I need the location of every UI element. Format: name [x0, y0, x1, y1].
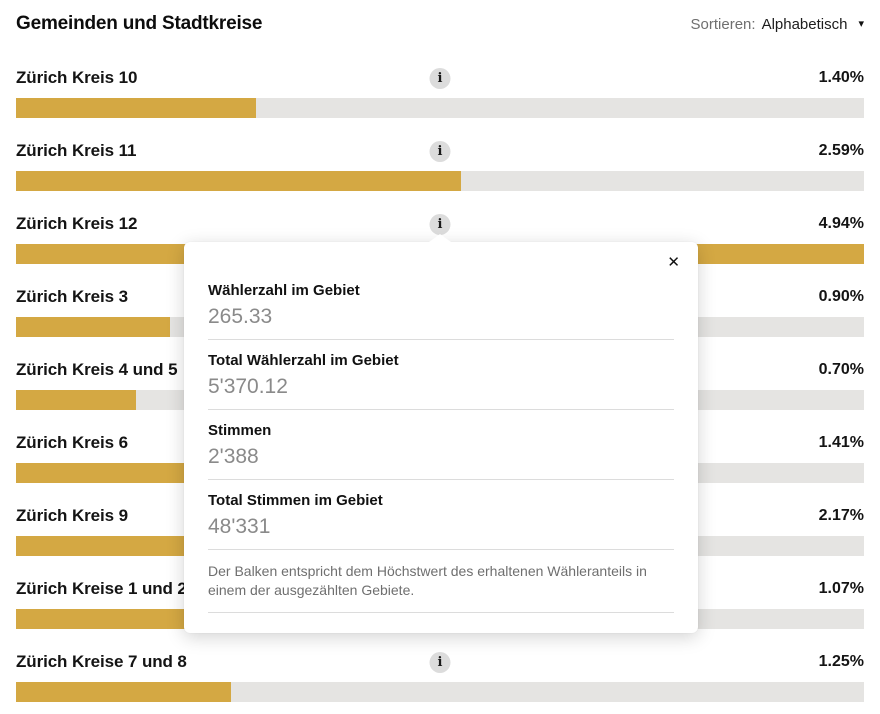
field-label: Total Stimmen im Gebiet [208, 491, 383, 509]
bar-track [16, 98, 864, 118]
row-label: Zürich Kreis 12 [16, 214, 138, 233]
field-label: Wählerzahl im Gebiet [208, 282, 360, 299]
info-icon: i [437, 70, 443, 86]
row-value: 0.70% [818, 361, 864, 378]
field-label: Stimmen [208, 421, 272, 439]
bar-row: Zürich Kreis 11 i 2.59% [16, 137, 864, 191]
row-value: 2.59% [818, 142, 864, 159]
info-icon: i [437, 654, 443, 670]
close-icon[interactable]: ✕ [667, 254, 680, 271]
sort-value: Alphabetisch [761, 15, 848, 33]
popup-field: Total Stimmen im Gebiet 48'331 [208, 480, 674, 550]
bar-fill [16, 317, 171, 337]
row-value: 0.90% [818, 288, 864, 305]
bar-track [16, 171, 864, 191]
row-label: Zürich Kreis 10 [16, 68, 138, 87]
bar-row: Zürich Kreise 7 und 8 i 1.25% [16, 648, 864, 702]
row-value: 4.94% [818, 215, 864, 232]
popup-field: Stimmen 2'388 [208, 410, 674, 480]
bar-fill [16, 682, 231, 702]
row-label: Zürich Kreis 6 [16, 433, 128, 452]
row-label: Zürich Kreis 9 [16, 506, 128, 525]
field-value: 265.33 [208, 304, 273, 328]
bar-fill [16, 171, 461, 191]
field-value: 5'370.12 [208, 374, 288, 398]
info-popup: ✕ Wählerzahl im Gebiet 265.33 Total Wähl… [184, 234, 698, 633]
row-label: Zürich Kreise 1 und 2 [16, 579, 187, 598]
info-icon: i [437, 143, 443, 159]
row-value: 1.41% [818, 434, 864, 451]
row-value: 1.07% [818, 580, 864, 597]
page-title: Gemeinden und Stadtkreise [16, 13, 263, 34]
chevron-down-icon: ▾ [858, 17, 864, 30]
bar-fill [16, 609, 200, 629]
field-value: 48'331 [208, 514, 271, 538]
row-value: 1.40% [818, 69, 864, 86]
row-value: 1.25% [818, 653, 864, 670]
bar-row: Zürich Kreis 10 i 1.40% [16, 64, 864, 118]
popup-field: Total Wählerzahl im Gebiet 5'370.12 [208, 340, 674, 410]
bar-fill [16, 390, 137, 410]
row-label: Zürich Kreis 3 [16, 287, 128, 306]
info-button[interactable]: i [429, 213, 451, 235]
bar-track [16, 682, 864, 702]
popup-footnote: Der Balken entspricht dem Höchstwert des… [208, 550, 674, 613]
field-value: 2'388 [208, 444, 259, 468]
sort-control[interactable]: Sortieren: Alphabetisch ▾ [691, 16, 864, 33]
popup-field: Wählerzahl im Gebiet 265.33 [208, 282, 674, 340]
header: Gemeinden und Stadtkreise Sortieren: Alp… [16, 12, 864, 36]
info-button[interactable]: i [429, 67, 451, 89]
info-icon: i [437, 216, 443, 232]
row-label: Zürich Kreise 7 und 8 [16, 652, 187, 671]
row-label: Zürich Kreis 4 und 5 [16, 360, 178, 379]
bar-fill [16, 98, 257, 118]
info-button[interactable]: i [429, 651, 451, 673]
row-value: 2.17% [818, 507, 864, 524]
info-button[interactable]: i [429, 140, 451, 162]
field-label: Total Wählerzahl im Gebiet [208, 351, 399, 369]
sort-label: Sortieren: [690, 15, 756, 33]
row-label: Zürich Kreis 11 [16, 141, 137, 160]
